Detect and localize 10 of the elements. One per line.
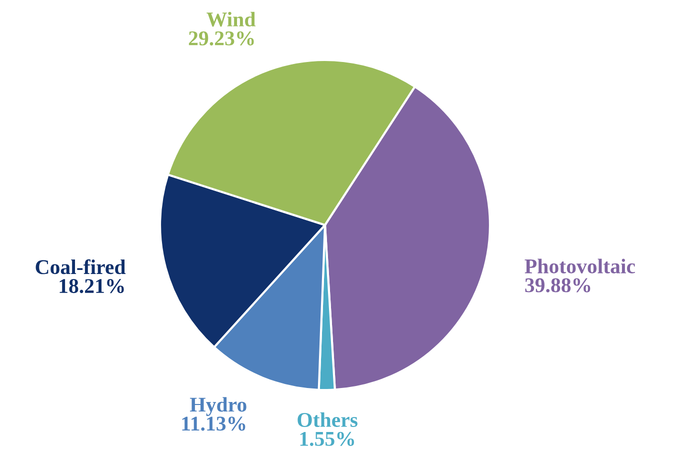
slice-label: Photovoltaic	[524, 258, 635, 274]
slice-label: Others	[298, 412, 358, 428]
slice-label: Hydro	[190, 397, 246, 416]
slice-label: Coal-fired	[36, 259, 126, 274]
data-label: 11.13%	[182, 416, 246, 431]
data-label: 39.88%	[525, 278, 590, 292]
data-label: 18.21%	[60, 279, 124, 294]
data-label: 1.55%	[300, 432, 354, 446]
data-label: 29.23%	[188, 31, 254, 46]
slice-label: Wind	[206, 12, 256, 27]
